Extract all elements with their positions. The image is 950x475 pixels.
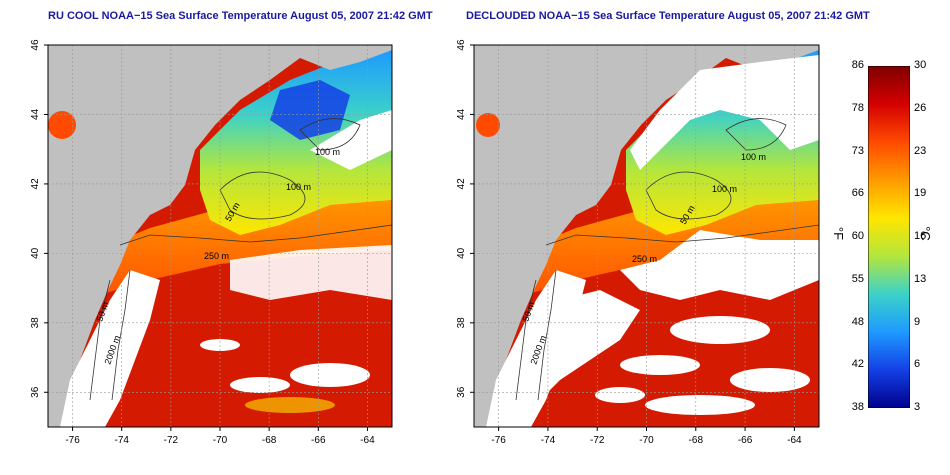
lat-tick-label: 40 [30, 247, 41, 259]
colorbar-tick-label: 26 [914, 101, 927, 114]
lon-tick-label: -68 [689, 435, 704, 446]
lon-tick-label: -76 [65, 435, 80, 446]
map-axes: 46 44 42 40 38 36 -76 -74 -72 -70 -68 -66 -64 [456, 39, 802, 446]
left-panel-title: RU COOL NOAA−15 Sea Surface Temperature … [48, 10, 433, 22]
colorbar-tick-label: 55 [851, 272, 864, 285]
contour-label: 100 m [712, 184, 737, 194]
colorbar-tick-label: 48 [851, 315, 864, 328]
lon-tick-label: -64 [360, 435, 375, 446]
colorbar-tick-label: 60 [851, 230, 864, 242]
colorbar-tick-label: 9 [914, 315, 921, 328]
lat-tick-label: 40 [456, 247, 467, 259]
colorbar-tick-label: 3 [914, 401, 921, 413]
colorbar-tick-label: 23 [914, 144, 927, 157]
lon-tick-label: -72 [164, 435, 179, 446]
colorbar-tick-label: 42 [851, 358, 864, 371]
lon-tick-label: -70 [639, 435, 654, 446]
lat-tick-label: 44 [30, 108, 41, 120]
fahrenheit-unit-label: °F [831, 226, 847, 241]
map-axes: 46 44 42 40 38 36 -76 -74 -72 -70 -68 -66 -64 [30, 39, 375, 446]
warm-patch [476, 113, 500, 137]
colorbar-tick-label: 38 [851, 401, 864, 413]
lon-tick-label: -70 [213, 435, 228, 446]
lat-tick-label: 36 [456, 386, 467, 398]
right-panel-title: DECLOUDED NOAA−15 Sea Surface Temperatur… [466, 10, 870, 22]
contour-label: 100 m [286, 182, 311, 192]
lat-tick-label: 38 [30, 317, 41, 329]
lat-tick-label: 36 [30, 386, 41, 398]
colorbar-tick-label: 6 [914, 358, 921, 371]
lon-tick-label: -68 [262, 435, 277, 446]
cloud-cover [60, 110, 392, 427]
lat-tick-label: 42 [456, 178, 467, 190]
contour-label: 100 m [315, 147, 340, 157]
sst-map-declouded: 100 m 50 m 100 m 250 m 50 m 2000 m 46444… [456, 39, 820, 446]
sst-map-raw: 100 m 50 m 100 m 250 m 50 m 2000 m 46444… [30, 39, 393, 446]
cold-core [270, 80, 350, 140]
contour-label: 250 m [204, 251, 229, 261]
lat-tick-label: 46 [456, 39, 467, 51]
lon-tick-label: -66 [311, 435, 326, 446]
celsius-unit-label: °C [917, 226, 933, 241]
lon-tick-label: -76 [491, 435, 506, 446]
lon-tick-label: -72 [590, 435, 605, 446]
lat-tick-label: 44 [456, 108, 467, 120]
lat-tick-label: 38 [456, 317, 467, 329]
colorbar-tick-label: 73 [851, 144, 864, 157]
warm-patch [48, 111, 76, 139]
colorbar-tick-label: 30 [914, 59, 927, 71]
colorbar-tick-label: 19 [914, 187, 927, 200]
lon-tick-label: -66 [738, 435, 753, 446]
contour-label: 250 m [632, 254, 657, 264]
bathymetry-contours [89, 118, 393, 401]
temperature-colorbar [868, 66, 910, 408]
colorbar-tick-label: 86 [851, 59, 864, 71]
colorbar-tick-label: 16 [914, 230, 927, 242]
colorbar-tick-label: 66 [851, 187, 864, 200]
lat-tick-label: 42 [30, 178, 41, 190]
colorbar-tick-label: 78 [851, 101, 864, 114]
land-mass [474, 45, 819, 427]
lon-tick-label: -74 [541, 435, 556, 446]
lat-tick-label: 46 [30, 39, 41, 51]
land-mass [48, 45, 392, 427]
lon-tick-label: -64 [787, 435, 802, 446]
bathymetry-contours [515, 118, 820, 401]
contour-label: 100 m [741, 152, 766, 162]
lon-tick-label: -74 [114, 435, 129, 446]
colorbar-tick-label: 13 [914, 272, 927, 285]
